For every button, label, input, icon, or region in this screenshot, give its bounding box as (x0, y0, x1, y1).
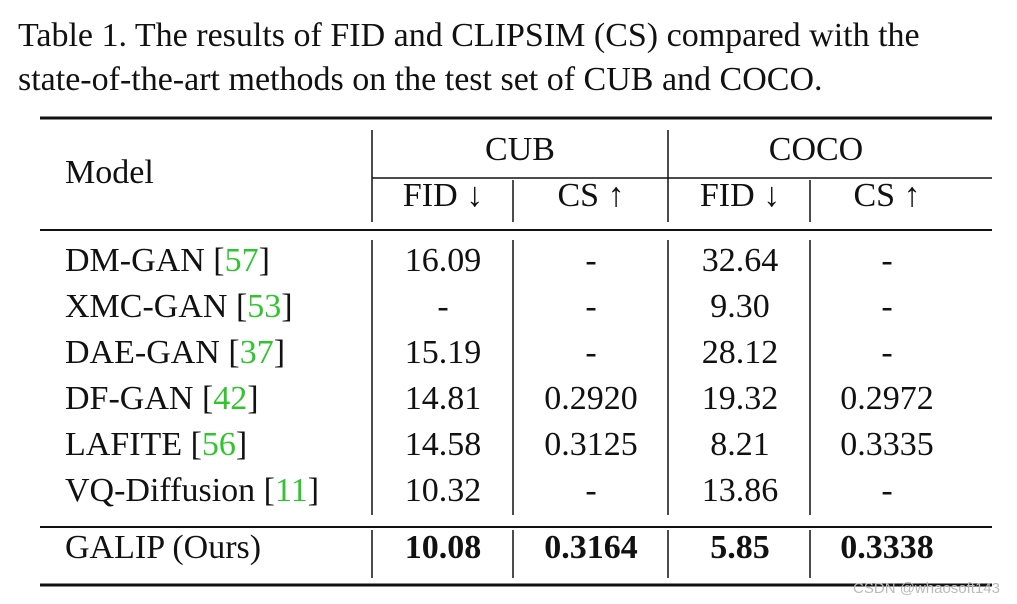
cell: 0.3335 (840, 426, 934, 463)
cell: 32.64 (702, 242, 779, 279)
cite-ref: 53 (247, 288, 281, 325)
watermark: CSDN @whaosoft143 (853, 580, 1000, 597)
metric-header: FID ↓ (403, 177, 483, 214)
cell: - (585, 242, 596, 279)
cell-best: 5.85 (710, 529, 770, 566)
model-text: DF-GAN (65, 380, 193, 417)
cite-bracket: ] (247, 380, 258, 417)
cite-ref: 42 (213, 380, 247, 417)
model-name: LAFITE [56] (65, 426, 247, 463)
cite-bracket: [ (191, 426, 202, 463)
cell-best: 0.3338 (840, 529, 934, 566)
cell: 14.58 (405, 426, 482, 463)
cell-best: 0.3164 (544, 529, 638, 566)
cell: 9.30 (710, 288, 770, 325)
model-name: XMC-GAN [53] (65, 288, 293, 325)
cell: 0.2920 (544, 380, 638, 417)
metric-header: FID ↓ (700, 177, 780, 214)
caption-line: state-of-the-art methods on the test set… (18, 61, 823, 98)
cell: 19.32 (702, 380, 779, 417)
cite-bracket: [ (213, 242, 224, 279)
cell: 8.21 (710, 426, 770, 463)
cite-ref: 56 (202, 426, 236, 463)
model-text: VQ-Diffusion (65, 472, 255, 509)
cite-ref: 57 (225, 242, 259, 279)
model-name: DF-GAN [42] (65, 380, 259, 417)
cell: - (585, 334, 596, 371)
model-name: VQ-Diffusion [11] (65, 472, 319, 509)
cell-best: 10.08 (405, 529, 482, 566)
cell: 10.32 (405, 472, 482, 509)
cite-bracket: ] (281, 288, 292, 325)
model-text: XMC-GAN (65, 288, 227, 325)
cell: 16.09 (405, 242, 482, 279)
cite-ref: 11 (275, 472, 308, 509)
model-header: Model (65, 154, 154, 191)
cell: - (881, 334, 892, 371)
cell: - (881, 472, 892, 509)
cite-bracket: ] (236, 426, 247, 463)
cell: - (881, 242, 892, 279)
cite-bracket: ] (308, 472, 319, 509)
caption-line: Table 1. The results of FID and CLIPSIM … (18, 17, 920, 54)
cell: - (881, 288, 892, 325)
cell: 0.3125 (544, 426, 638, 463)
cell: 14.81 (405, 380, 482, 417)
model-name: DAE-GAN [37] (65, 334, 285, 371)
group-header: COCO (769, 131, 863, 168)
cite-bracket: [ (236, 288, 247, 325)
cell: - (437, 288, 448, 325)
model-text: DM-GAN (65, 242, 205, 279)
model-text: DAE-GAN (65, 334, 220, 371)
cite-bracket: [ (202, 380, 213, 417)
cell: 0.2972 (840, 380, 934, 417)
cite-bracket: ] (259, 242, 270, 279)
cell: 28.12 (702, 334, 779, 371)
cell: 13.86 (702, 472, 779, 509)
cite-bracket: [ (228, 334, 239, 371)
model-name: GALIP (Ours) (65, 529, 261, 566)
metric-header: CS ↑ (853, 177, 920, 214)
model-name: DM-GAN [57] (65, 242, 270, 279)
cite-bracket: [ (264, 472, 275, 509)
group-header: CUB (485, 131, 555, 168)
cite-bracket: ] (274, 334, 285, 371)
cell: - (585, 472, 596, 509)
cell: 15.19 (405, 334, 482, 371)
cell: - (585, 288, 596, 325)
model-text: LAFITE (65, 426, 182, 463)
metric-header: CS ↑ (557, 177, 624, 214)
cite-ref: 37 (240, 334, 274, 371)
